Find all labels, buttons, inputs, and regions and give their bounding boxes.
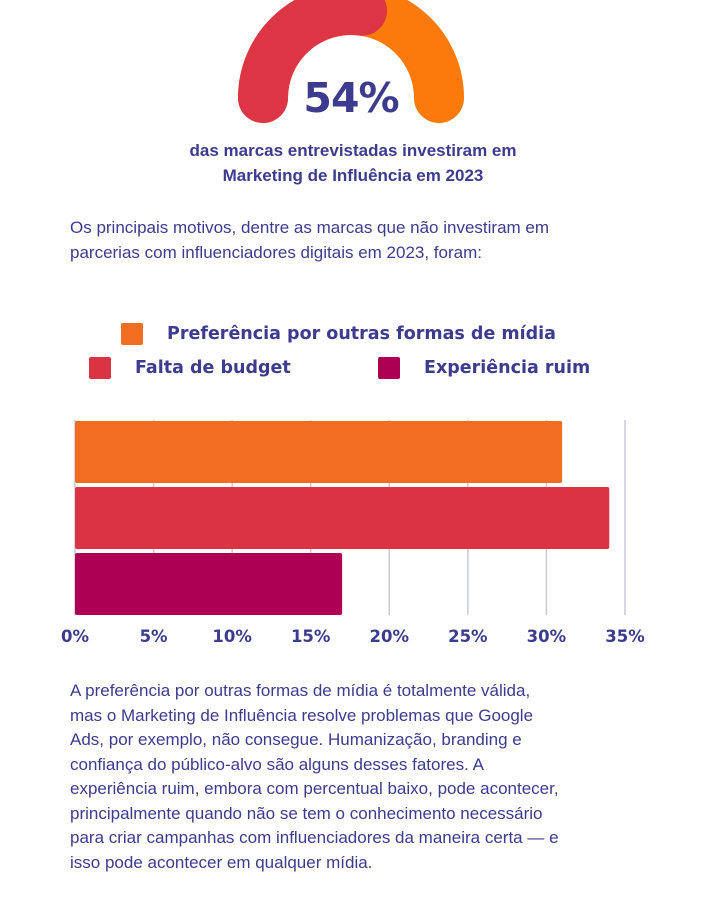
- legend-label-experiencia: Experiência ruim: [424, 358, 591, 378]
- body-line: mas o Marketing de Influência resolve pr…: [70, 705, 534, 725]
- bar-1: [75, 421, 563, 483]
- body-line: A preferência por outras formas de mídia…: [70, 681, 531, 700]
- bar-2: [75, 487, 610, 549]
- body-line: Ads, por exemplo, não consegue. Humaniza…: [70, 730, 522, 749]
- headline: das marcas entrevistadas investiram em M…: [100, 138, 606, 188]
- x-tick-label: 25%: [448, 627, 488, 646]
- gauge: 54%: [238, 0, 464, 130]
- legend-swatch-magenta: [378, 357, 400, 379]
- x-tick-label: 5%: [140, 627, 168, 646]
- legend-item-budget: Falta de budget: [89, 357, 291, 379]
- x-tick-label: 15%: [291, 627, 331, 646]
- legend-swatch-orange: [121, 323, 143, 345]
- gauge-value: 54%: [303, 74, 399, 122]
- legend-item-experiencia: Experiência ruim: [378, 357, 590, 379]
- bar-3: [75, 553, 343, 615]
- x-tick-label: 30%: [527, 627, 567, 646]
- intro-text: Os principais motivos, dentre as marcas …: [70, 215, 670, 265]
- body-line: principalmente quando não se tem o conhe…: [70, 803, 543, 823]
- x-tick-label: 10%: [212, 627, 252, 646]
- bar-chart: 0% 5% 10% 15% 20% 25% 30% 35%: [61, 420, 645, 646]
- body-line: experiência ruim, embora com percentual …: [70, 779, 559, 798]
- legend-swatch-red: [89, 357, 111, 379]
- gauge-filled-arc: [238, 0, 388, 123]
- body-line: para criar campanhas com influenciadores…: [70, 828, 559, 847]
- legend-item-preferencia: Preferência por outras formas de mídia: [121, 323, 556, 345]
- x-tick-label: 35%: [605, 627, 645, 646]
- legend-label-preferencia: Preferência por outras formas de mídia: [167, 324, 556, 344]
- gauge-arc: [238, 0, 464, 123]
- x-tick-label: 0%: [61, 627, 89, 646]
- intro-line-1: Os principais motivos, dentre as marcas …: [70, 218, 550, 237]
- headline-line-2: Marketing de Influência em 2023: [222, 166, 484, 185]
- intro-line-2: parcerias com influenciadores digitais e…: [70, 243, 482, 262]
- body-text: A preferência por outras formas de mídia…: [70, 679, 660, 875]
- body-line: isso pode acontecer em qualquer mídia.: [70, 852, 373, 872]
- headline-line-1: das marcas entrevistadas investiram em: [189, 141, 517, 160]
- body-line: confiança do público-alvo são alguns des…: [70, 754, 484, 774]
- x-tick-label: 20%: [370, 627, 410, 646]
- legend-label-budget: Falta de budget: [135, 358, 291, 378]
